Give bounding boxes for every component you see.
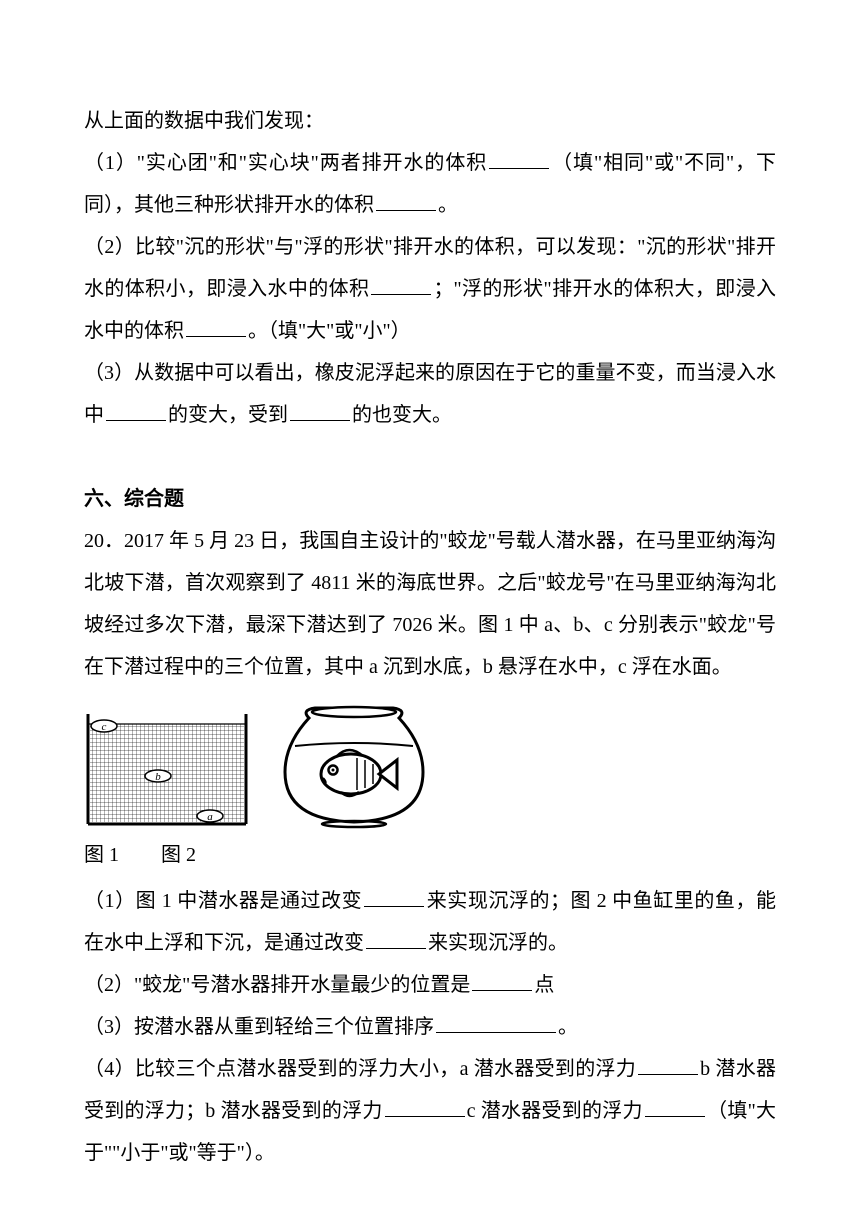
- q19-p3: （3）从数据中可以看出，橡皮泥浮起来的原因在于它的重量不变，而当浸入水中的变大，…: [84, 352, 776, 436]
- blank: [364, 887, 424, 907]
- blank: [472, 971, 532, 991]
- q19-p3-b: 的变大，受到: [168, 404, 288, 426]
- blank: [186, 317, 246, 337]
- q20-p4-a: （4）比较三个点潜水器受到的浮力大小，a 潜水器受到的浮力: [84, 1058, 636, 1080]
- blank: [436, 1013, 556, 1033]
- q20-p3-b: 。: [558, 1016, 578, 1038]
- q20-p3-a: （3）按潜水器从重到轻给三个位置排序: [84, 1016, 434, 1038]
- svg-text:b: b: [155, 771, 161, 783]
- q19-intro: 从上面的数据中我们发现：: [84, 100, 776, 142]
- sub-c: c: [91, 720, 117, 733]
- q19-p1: （1）"实心团"和"实心块"两者排开水的体积（填"相同"或"不同"，下同），其他…: [84, 142, 776, 226]
- blank: [645, 1097, 705, 1117]
- blank: [376, 191, 436, 211]
- q20-p2-b: 点: [534, 974, 554, 996]
- q20-p4-c: c 潜水器受到的浮力: [467, 1100, 643, 1122]
- blank: [371, 275, 431, 295]
- section6-title: 六、综合题: [84, 478, 776, 520]
- q19-p1-a: （1）"实心团"和"实心块"两者排开水的体积: [84, 152, 487, 174]
- blank: [366, 929, 426, 949]
- q20-intro: 20．2017 年 5 月 23 日，我国自主设计的"蛟龙"号载人潜水器，在马里…: [84, 520, 776, 688]
- q19-p2: （2）比较"沉的形状"与"浮的形状"排开水的体积，可以发现："沉的形状"排开水的…: [84, 226, 776, 352]
- blank: [106, 401, 166, 421]
- figure-caption: 图 1 图 2: [84, 834, 776, 876]
- sub-a: a: [197, 810, 223, 823]
- q20-p1: （1）图 1 中潜水器是通过改变来实现沉浮的；图 2 中鱼缸里的鱼，能在水中上浮…: [84, 880, 776, 964]
- q20-p2: （2）"蛟龙"号潜水器排开水量最少的位置是 点: [84, 964, 776, 1006]
- q19-p1-c: 。: [438, 194, 458, 216]
- blank: [489, 149, 549, 169]
- fig2-label: 图 2: [161, 844, 196, 866]
- blank: [638, 1055, 698, 1075]
- blank: [385, 1097, 465, 1117]
- figure-row: c b a: [84, 700, 776, 830]
- figure-2-fishbowl: [279, 700, 429, 830]
- q20-p2-a: （2）"蛟龙"号潜水器排开水量最少的位置是: [84, 974, 470, 996]
- fig1-label: 图 1: [84, 844, 119, 866]
- q20-p1-a: （1）图 1 中潜水器是通过改变: [84, 890, 362, 912]
- q20-p3: （3）按潜水器从重到轻给三个位置排序 。: [84, 1006, 776, 1048]
- svg-text:c: c: [102, 721, 107, 733]
- svg-text:a: a: [207, 811, 213, 823]
- q19-p2-c: 。（填"大"或"小"）: [248, 320, 411, 342]
- q20-p4: （4）比较三个点潜水器受到的浮力大小，a 潜水器受到的浮力b 潜水器受到的浮力；…: [84, 1048, 776, 1174]
- blank: [290, 401, 350, 421]
- q20-p1-c: 来实现沉浮的。: [428, 932, 568, 954]
- figure-1-tank: c b a: [84, 710, 249, 830]
- q19-p3-c: 的也变大。: [352, 404, 452, 426]
- sub-b: b: [145, 770, 171, 783]
